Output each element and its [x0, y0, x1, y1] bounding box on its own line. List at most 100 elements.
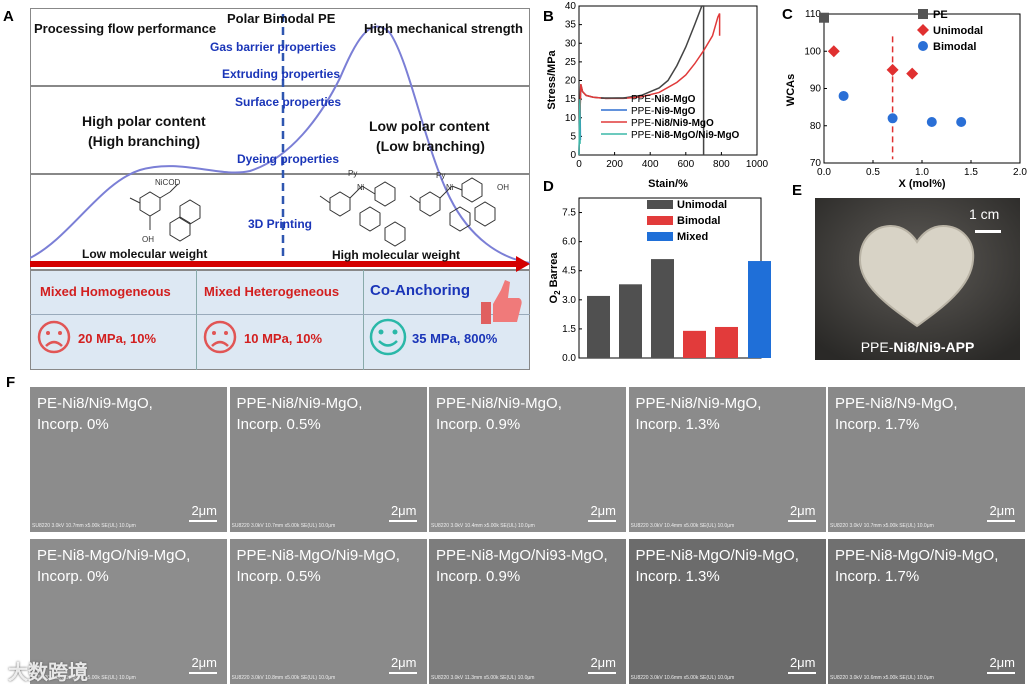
sem-caption: PPE-Ni8-MgO/Ni9-MgO, Incorp. 1.3%: [635, 547, 799, 585]
legend-swatch: [647, 232, 673, 241]
structure-label-nicod: NiCOD: [155, 178, 181, 187]
y-axis-label: WCAs: [785, 74, 797, 106]
scale-label: 1 cm: [969, 206, 1000, 222]
y-tick-label: 1.5: [562, 324, 576, 335]
plot-frame: [823, 13, 1021, 164]
y-tick-label: 5: [570, 131, 576, 142]
y-tick-label: 4.5: [562, 266, 576, 277]
legend-marker: [918, 9, 928, 19]
happy-face-icon: [369, 318, 407, 356]
sem-image: PPE-Ni8-MgO/Ni9-MgO, Incorp. 1.7% 2μm SU82…: [828, 539, 1025, 684]
sem-caption: PPE-Ni8/N9-MgO, Incorp. 1.7%: [835, 395, 958, 433]
y-axis-label: Stress/MPa: [546, 49, 558, 109]
catalyst-structure-3: [409, 177, 496, 232]
photo-caption: PPE-Ni8/Ni9-APP: [860, 339, 975, 355]
sem-caption: PPE-Ni8-MgO/Ni9-MgO, Incorp. 0.5%: [236, 547, 400, 585]
structure-label-py: Py: [436, 171, 445, 180]
panel-a-schematic: NiCOD OH Py Ni Py Ni OH Processing flow …: [30, 8, 530, 370]
sem-scale-label: 2μm: [989, 655, 1015, 670]
heart-photo: 1 cm PPE-Ni8/Ni9-APP: [815, 198, 1020, 360]
x-tick-label: 0: [576, 159, 582, 170]
panel-label-d: D: [543, 178, 554, 195]
sem-caption: PPE-Ni8-MgO/Ni9-MgO, Incorp. 1.7%: [835, 547, 999, 585]
arrow-head: [516, 256, 530, 272]
sem-scale-bar: [588, 672, 616, 674]
low-mw-label: Low molecular weight: [82, 247, 208, 261]
sem-caption: PE-Ni8-MgO/Ni9-MgO, Incorp. 0%: [37, 547, 191, 585]
mechanical-strength-label: High mechanical strength: [364, 21, 523, 36]
sem-caption: PPE-Ni8/Ni9-MgO, Incorp. 0.9%: [436, 395, 562, 433]
thumbs-up-icon: [481, 280, 522, 324]
legend-swatch: [647, 216, 673, 225]
legend-entry: PPE-Ni9-MgO: [631, 106, 696, 117]
structure-label-ni: Ni: [357, 183, 365, 192]
high-polar-label: High polar content: [82, 113, 206, 129]
bar-Unimodal: [587, 295, 610, 358]
x-axis-label: Stain/%: [648, 178, 688, 190]
x-tick-label: 800: [713, 159, 730, 170]
method-co-anchoring: Co-Anchoring: [370, 282, 470, 299]
sem-image: PPE-Ni8/Ni9-MgO, Incorp. 1.3% 2μm SU8220 3…: [628, 387, 826, 532]
sem-scale-bar: [987, 520, 1015, 522]
y-tick-label: 20: [565, 76, 577, 87]
sem-caption: PPE-Ni8/Ni9-MgO, Incorp. 0.5%: [236, 395, 363, 433]
sem-scale-label: 2μm: [989, 503, 1015, 518]
result-homogeneous: 20 MPa, 10%: [78, 331, 157, 346]
y-tick-label: 15: [565, 94, 577, 105]
x-tick-label: 1.5: [964, 167, 978, 178]
bar-Mixed: [748, 261, 771, 358]
row-middle: [30, 86, 530, 174]
sem-scale-label: 2μm: [590, 503, 616, 518]
surface-label: Surface properties: [235, 95, 342, 109]
structure-label-oh: OH: [497, 183, 509, 192]
sem-image: PPE-Ni8/N9-MgO, Incorp. 1.7% 2μm SU8220 3.…: [828, 387, 1025, 532]
sem-scale-label: 2μm: [390, 503, 417, 518]
panel-label-b: B: [543, 8, 554, 25]
y-tick-label: 3.0: [562, 295, 576, 306]
sem-scale-bar: [189, 672, 217, 674]
legend-entry: PPE-Ni8/Ni9-MgO: [631, 118, 714, 129]
sem-info-bar: SU8220 3.0kV 10.7mm x5.00k SE(UL) 10.0μm: [231, 523, 336, 529]
bar-Bimodal: [683, 330, 706, 358]
sem-image: PPE-Ni8/Ni9-MgO, Incorp. 0.5% 2μm SU8220 3…: [229, 387, 427, 532]
method-mixed-homogeneous: Mixed Homogeneous: [40, 284, 171, 299]
sem-scale-bar: [189, 520, 217, 522]
legend-entry: PE: [933, 9, 948, 21]
divider: [196, 270, 197, 370]
sad-face-icon: [203, 320, 237, 354]
data-point-PE: [819, 12, 829, 23]
method-mixed-heterogeneous: Mixed Heterogeneous: [204, 284, 340, 299]
sem-info-bar: SU8220 3.0kV 11.3mm x5.00k SE(UL) 10.0μm: [431, 675, 535, 681]
data-point-Bimodal: [887, 113, 898, 124]
structure-label-py: Py: [348, 169, 357, 178]
sem-info-bar: SU8220 3.0kV 10.7mm x5.00k SE(UL) 10.0μm: [32, 523, 136, 529]
sem-image: PE-Ni8-MgO/Ni9-MgO, Incorp. 0% 2μm SU8220 …: [30, 539, 227, 684]
chart-b-stress-strain: Stress/MPa Stain/% 0 200 400 600 800 1000 0 5 10…: [546, 1, 769, 190]
series-line-PPE-Ni8-MgO/Ni9-MgO: [578, 99, 581, 156]
sem-scale-bar: [388, 520, 417, 522]
x-tick-label: 1000: [746, 159, 769, 170]
sem-grid: PE-Ni8/Ni9-MgO, Incorp. 0% 2μm SU8220 3.0k…: [30, 387, 1026, 687]
bar-Unimodal: [651, 259, 674, 358]
sem-image: PPE-Ni8-MgO/Ni9-MgO, Incorp. 0.5% 2μm SU82…: [229, 539, 427, 684]
panel-label-f: F: [6, 374, 16, 391]
sem-caption: PE-Ni8/Ni9-MgO, Incorp. 0%: [37, 395, 153, 433]
y-tick-label: 90: [810, 84, 822, 95]
sem-image: PPE-Ni8-MgO/Ni93-MgO, Incorp. 0.9% 2μm SU8…: [429, 539, 626, 684]
legend-entry: Unimodal: [677, 199, 727, 211]
y-tick-label: 0.0: [562, 353, 576, 364]
x-tick-label: 0.0: [817, 167, 831, 178]
result-co-anchoring: 35 MPa, 800%: [412, 331, 498, 346]
y-tick-label: 30: [565, 38, 577, 49]
sem-info-bar: SU8220 3.0kV 10.7mm x5.00k SE(UL) 10.0μm: [830, 523, 934, 529]
data-point-Bimodal: [838, 90, 849, 101]
y-tick-label: 70: [810, 158, 822, 169]
sem-scale-bar: [787, 672, 816, 674]
panel-label-e: E: [792, 182, 803, 199]
catalyst-structure-1: [129, 183, 201, 242]
high-branching-label: (High branching): [88, 133, 200, 149]
divider: [363, 270, 364, 370]
x-tick-label: 2.0: [1013, 167, 1027, 178]
chart-c-wca: WCAs X (mol%) 0.0 0.5 1.0 1.5 2.0 70 80 90 100 11…: [785, 9, 1027, 190]
high-mw-label: High molecular weight: [332, 248, 461, 262]
